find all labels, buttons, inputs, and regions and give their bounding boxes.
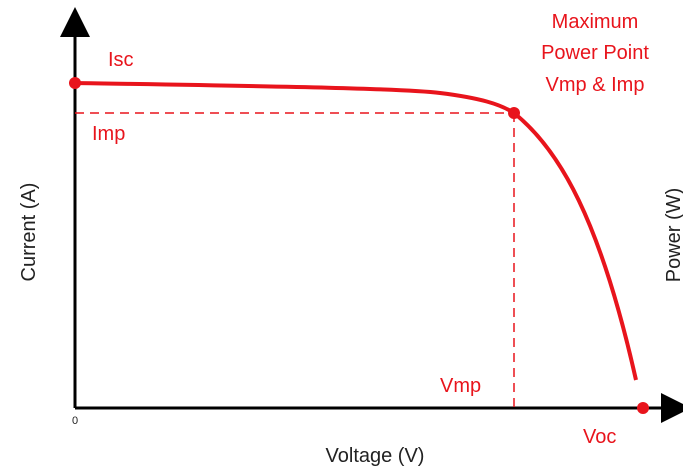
- voc-dot: [637, 402, 649, 414]
- right-axis-label: Power (W): [663, 188, 683, 282]
- isc-dot: [69, 77, 81, 89]
- iv-curve: [74, 81, 638, 381]
- voc-label: Voc: [583, 426, 616, 448]
- mpp-label: Power Point: [541, 42, 649, 64]
- x-axis-label: Voltage (V): [326, 445, 425, 467]
- isc-label: Isc: [108, 49, 134, 71]
- mpp-label: Vmp & Imp: [546, 74, 645, 96]
- mpp-label: Maximum: [552, 11, 639, 33]
- vmp-label: Vmp: [440, 375, 481, 397]
- mpp-dot: [508, 107, 520, 119]
- y-axis-label: Current (A): [18, 183, 40, 282]
- imp-label: Imp: [92, 123, 125, 145]
- origin-label: 0: [72, 415, 78, 427]
